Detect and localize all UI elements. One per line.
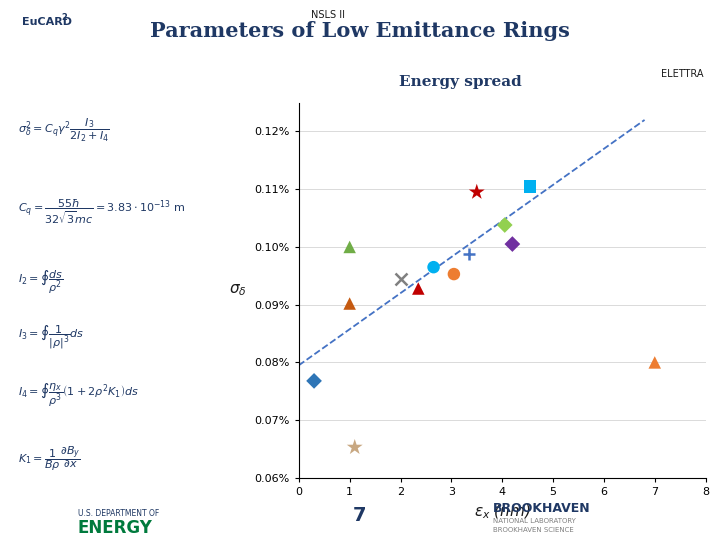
- Text: $K_1 = \dfrac{1}{B\rho} \dfrac{\partial B_y}{\partial x}$: $K_1 = \dfrac{1}{B\rho} \dfrac{\partial …: [17, 444, 80, 473]
- Point: [649, 358, 660, 367]
- Point: [524, 182, 536, 191]
- Text: $I_2 = \oint \dfrac{ds}{\rho^2}$: $I_2 = \oint \dfrac{ds}{\rho^2}$: [17, 268, 63, 296]
- Point: [344, 242, 356, 251]
- Text: EuCARD: EuCARD: [22, 17, 71, 27]
- Point: [471, 188, 482, 197]
- Text: NATIONAL LABORATORY: NATIONAL LABORATORY: [493, 517, 576, 524]
- Text: U.S. DEPARTMENT OF: U.S. DEPARTMENT OF: [78, 509, 159, 518]
- Text: Energy spread: Energy spread: [400, 76, 522, 89]
- Text: NSLS II: NSLS II: [310, 10, 345, 20]
- Text: ENERGY: ENERGY: [78, 519, 153, 537]
- Point: [448, 270, 459, 279]
- Text: $\sigma_\delta^2 = C_q\gamma^2 \dfrac{I_3}{2I_2 + I_4}$: $\sigma_\delta^2 = C_q\gamma^2 \dfrac{I_…: [17, 117, 109, 144]
- Text: ELETTRA: ELETTRA: [661, 69, 703, 79]
- Point: [428, 263, 439, 272]
- X-axis label: $\varepsilon_x$ (nm): $\varepsilon_x$ (nm): [474, 503, 531, 521]
- Point: [349, 443, 361, 451]
- Point: [308, 376, 320, 385]
- Point: [507, 240, 518, 248]
- Text: $C_q = \dfrac{55\hbar}{32\sqrt{3}mc} = 3.83 \cdot 10^{-13}$ m: $C_q = \dfrac{55\hbar}{32\sqrt{3}mc} = 3…: [17, 198, 185, 226]
- Point: [499, 221, 510, 230]
- Text: 2: 2: [61, 13, 67, 22]
- Text: 7: 7: [354, 506, 366, 525]
- Point: [413, 284, 424, 293]
- Text: Parameters of Low Emittance Rings: Parameters of Low Emittance Rings: [150, 21, 570, 41]
- Text: BROOKHAVEN: BROOKHAVEN: [493, 502, 591, 515]
- Text: BROOKHAVEN SCIENCE: BROOKHAVEN SCIENCE: [493, 527, 574, 534]
- Point: [344, 299, 356, 308]
- Text: $I_4 = \oint \dfrac{\eta_x}{\rho^3}\left(1 + 2\rho^2 K_1\right) ds$: $I_4 = \oint \dfrac{\eta_x}{\rho^3}\left…: [17, 381, 139, 409]
- Text: $I_3 = \oint \dfrac{1}{|\rho|^3} ds$: $I_3 = \oint \dfrac{1}{|\rho|^3} ds$: [17, 324, 84, 351]
- Y-axis label: $\sigma_\delta$: $\sigma_\delta$: [229, 282, 246, 298]
